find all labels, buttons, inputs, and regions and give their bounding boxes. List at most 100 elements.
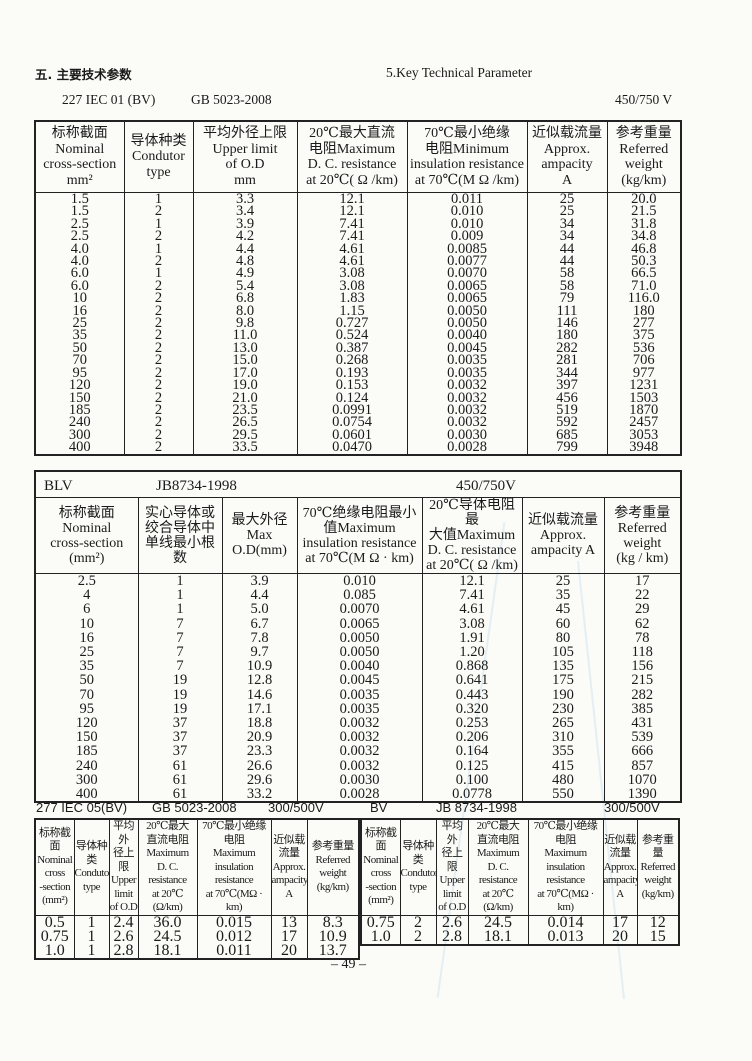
table-cell: 35 (34, 659, 139, 674)
column-header: 70℃最小绝缘 电阻 Maximum insulation resistance… (527, 819, 604, 916)
table-row: 0.75 1 2.6 24.5 0.012 17 10.9 (34, 929, 360, 944)
table-cell: 385 (603, 701, 682, 717)
table-cell: 1870 (606, 403, 682, 417)
table-row: 50 19 12.8 0.0045 0.641 175 215 (34, 673, 682, 688)
table-cell: 240 (34, 758, 139, 773)
table-cell: 7.41 (296, 217, 408, 231)
table-cell: 70 (34, 354, 125, 367)
table-cell: 2.5 (34, 230, 125, 243)
table-row: 4.0 2 4.8 4.61 0.0077 44 50.3 (34, 255, 682, 268)
table-cell: 1.15 (296, 304, 408, 318)
table-cell: 0.0035 (406, 366, 528, 380)
table-cell: 23.3 (221, 744, 298, 759)
table-row: 10 7 6.7 0.0065 3.08 60 62 (34, 616, 682, 631)
table-row: 300 2 29.5 0.0601 0.0030 685 3053 (34, 428, 682, 442)
table-cell: 0.0030 (296, 772, 423, 788)
table-cell: 0.320 (421, 701, 523, 717)
table-cell: 156 (603, 659, 682, 674)
table-cell: 2 (123, 354, 194, 367)
table-cell: 10.9 (306, 929, 360, 944)
table-cell: 519 (526, 403, 608, 417)
table-row: 6.0 1 4.9 3.08 0.0070 58 66.5 (34, 267, 682, 280)
table-cell: 4.0 (34, 255, 125, 268)
table-cell: 0.868 (421, 659, 523, 674)
table-cell: 0.0065 (406, 279, 528, 293)
table-row: 150 2 21.0 0.124 0.0032 456 1503 (34, 391, 682, 404)
table-cell: 19 (137, 701, 223, 717)
table-cell: 150 (34, 391, 125, 404)
table-cell: 1390 (603, 787, 682, 803)
table-cell: 2 (123, 255, 194, 268)
table-cell: 0.524 (296, 329, 408, 342)
table-cell: 0.0754 (296, 416, 408, 429)
table-cell: 0.0077 (406, 255, 528, 268)
table-cell: 2.5 (34, 217, 125, 231)
table-row: 70 19 14.6 0.0035 0.443 190 282 (34, 687, 682, 702)
table-cell: 0.0028 (406, 441, 528, 455)
table-cell: 0.0045 (296, 673, 423, 688)
table-cell: 118 (603, 645, 682, 660)
bv-300-500-jb-table: 标称截面 Nominal cross -section (mm²) 导体种类 Co… (360, 818, 680, 946)
table-cell: 23.5 (192, 403, 298, 417)
column-header: 20℃最大 直流电阻 Maximum D. C. resistance at 2… (467, 819, 529, 916)
table-row: 16 7 7.8 0.0050 1.91 80 78 (34, 630, 682, 646)
table-cell: 12.1 (421, 573, 523, 589)
table-cell: 1.0 (360, 929, 401, 945)
table-cell: 592 (526, 416, 608, 429)
table-cell: 18.1 (137, 943, 198, 959)
table-cell: 0.015 (196, 915, 272, 930)
t1-standard: GB 5023-2008 (191, 92, 272, 107)
table-cell: 0.0045 (406, 341, 528, 355)
table-cell: 685 (526, 428, 608, 442)
table-cell: 25 (526, 192, 608, 206)
table-cell: 17 (602, 915, 638, 930)
table-cell: 25 (34, 645, 139, 660)
table-cell: 2.4 (108, 915, 139, 930)
table-cell: 0.013 (527, 929, 604, 945)
column-header: 近似载流量 Approx. ampacity A (521, 497, 605, 574)
table-cell: 19 (137, 687, 223, 702)
table-cell: 17 (603, 573, 682, 589)
section-heading-cn: 五. 主要技术参数 (35, 67, 132, 82)
table-cell: 26.5 (192, 416, 298, 429)
table-cell: 29.6 (221, 772, 298, 788)
table-cell: 344 (526, 366, 608, 380)
column-header: 标称截面 Nominal cross-section (mm²) (34, 497, 139, 574)
table-cell: 0.100 (421, 772, 523, 788)
table-cell: 1231 (606, 379, 682, 392)
table-row: 10 2 6.8 1.83 0.0065 79 116.0 (34, 292, 682, 305)
table-cell: 34 (526, 217, 608, 231)
table-cell: 0.0032 (296, 744, 423, 759)
table-cell: 550 (521, 787, 605, 803)
table-cell: 0.085 (296, 588, 423, 603)
table-cell: 355 (521, 744, 605, 759)
table-cell: 185 (34, 744, 139, 759)
t4-model: BV (370, 800, 388, 815)
table-cell: 14.6 (221, 687, 298, 702)
table-cell: 2.8 (435, 929, 469, 945)
table-row: 4 1 4.4 0.085 7.41 35 22 (34, 588, 682, 603)
page-number: – 49 – (331, 957, 366, 972)
column-header: 平均外 径上限 Upper limit of O.D (108, 819, 139, 916)
table-cell: 1.91 (421, 630, 523, 646)
table-cell: 300 (34, 428, 125, 442)
table-cell: 25 (526, 205, 608, 218)
table-cell: 415 (521, 758, 605, 773)
table-cell: 2 (123, 341, 194, 355)
table-cell: 2 (123, 292, 194, 305)
table-cell: 3.9 (192, 217, 298, 231)
table-cell: 0.0040 (296, 659, 423, 674)
table-cell: 2 (123, 403, 194, 417)
table-cell: 240 (34, 416, 125, 429)
table-cell: 400 (34, 441, 125, 455)
table-cell: 4.61 (296, 255, 408, 268)
table-cell: 2 (399, 915, 437, 930)
table-cell: 9.8 (192, 317, 298, 330)
table-row: 150 37 20.9 0.0032 0.206 310 539 (34, 730, 682, 745)
table-cell: 1.20 (421, 645, 523, 660)
table-cell: 37 (137, 730, 223, 745)
table-cell: 175 (521, 673, 605, 688)
table-cell: 24.5 (137, 929, 198, 944)
table-row: 400 2 33.5 0.0470 0.0028 799 3948 (34, 441, 682, 455)
